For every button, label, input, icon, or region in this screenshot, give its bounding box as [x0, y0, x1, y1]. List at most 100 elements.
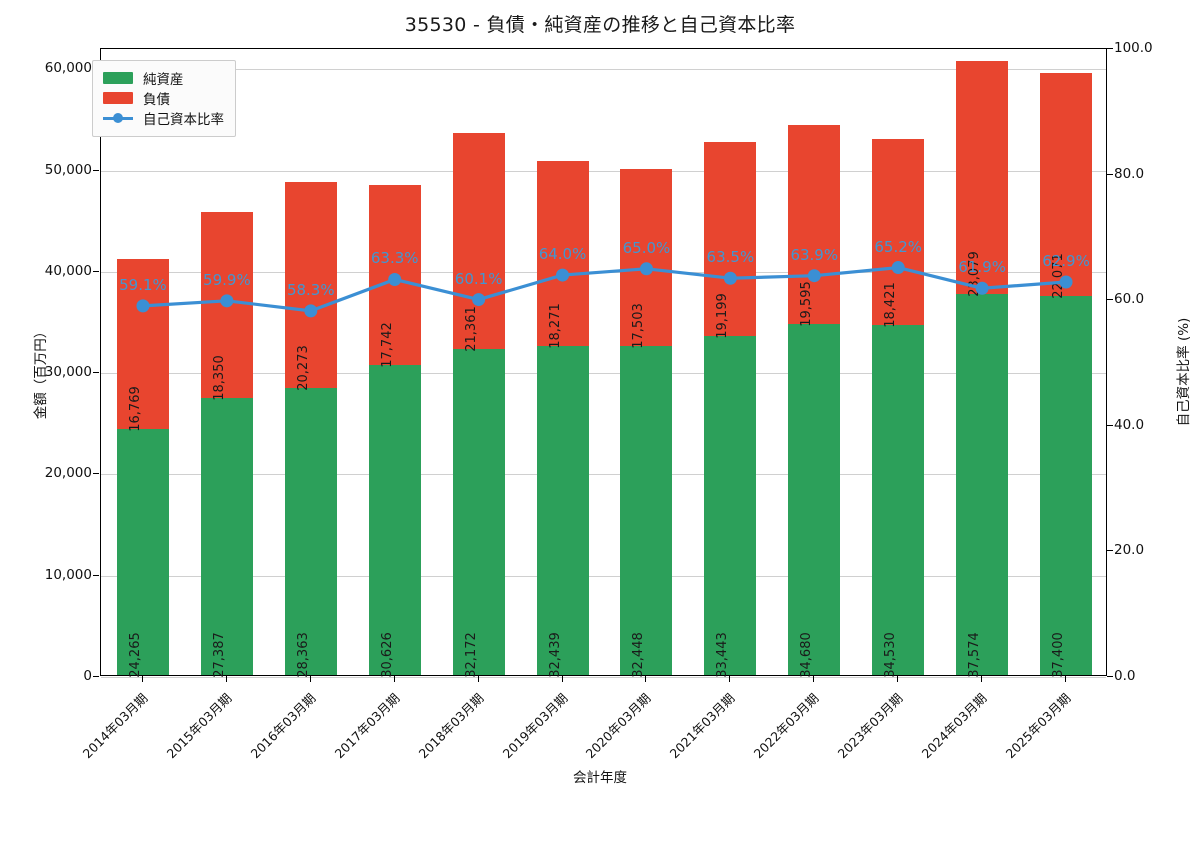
bar-segment-liabilities[interactable]: 18,271 [536, 161, 589, 349]
bar-group[interactable]: 37,574 23,079 [956, 47, 1009, 678]
equity-ratio-marker[interactable] [388, 272, 402, 286]
equity-ratio-value-label: 63.5% [706, 248, 755, 267]
bar-segment-liabilities[interactable]: 19,199 [704, 141, 757, 339]
y-axis-left-tickmark [93, 574, 99, 576]
equity-ratio-value-label: 62.9% [1042, 251, 1090, 270]
bar-segment-liabilities[interactable]: 23,079 [956, 60, 1009, 297]
x-axis-tickmark [1065, 676, 1067, 682]
y-axis-left-tick: 60,000 [44, 60, 92, 77]
bar-segment-equity[interactable]: 34,680 [788, 323, 841, 678]
x-axis-tickmark [645, 676, 647, 682]
equity-ratio-marker[interactable] [639, 262, 653, 276]
bar-segment-equity[interactable]: 32,172 [452, 349, 505, 678]
bar-segment-equity[interactable]: 30,626 [368, 364, 421, 678]
y-axis-left-tick: 50,000 [44, 161, 92, 178]
y-axis-right-tickmark [1107, 173, 1113, 175]
equity-ratio-marker[interactable] [136, 299, 150, 313]
equity-ratio-marker[interactable] [891, 261, 905, 275]
equity-ratio-marker[interactable] [220, 294, 234, 308]
bar-group[interactable]: 32,439 18,271 [536, 47, 589, 678]
x-axis-tickmark [897, 676, 899, 682]
gridline [101, 575, 1106, 577]
y-axis-left-tickmark [93, 676, 99, 677]
legend-label-equity: 純資産 [143, 72, 184, 88]
equity-ratio-value-label: 63.9% [790, 245, 839, 264]
x-axis-tickmark [477, 676, 479, 682]
x-axis-tickmark [813, 676, 815, 682]
bar-segment-equity[interactable]: 32,439 [536, 346, 589, 678]
bar-group[interactable]: 34,530 18,421 [872, 47, 925, 678]
bar-segment-equity[interactable]: 24,265 [116, 429, 169, 678]
gridline [101, 474, 1106, 476]
bar-segment-equity[interactable]: 28,363 [284, 387, 337, 678]
y-axis-left-tickmark [93, 270, 99, 272]
equity-ratio-value-label: 59.9% [203, 270, 251, 289]
gridline [101, 69, 1106, 71]
bar-segment-liabilities[interactable]: 21,361 [452, 132, 505, 352]
y-axis-right-tickmark [1107, 48, 1113, 49]
x-axis-tickmark [141, 676, 143, 682]
bar-group[interactable]: 34,680 19,595 [788, 47, 841, 678]
bar-segment-liabilities[interactable]: 19,595 [788, 125, 841, 326]
legend-swatch-equity-ratio [103, 112, 133, 124]
y-axis-right-tick: 100.0 [1114, 40, 1153, 56]
plot-area: 24,265 16,769 27,387 18,350 28,363 20,273 30,6… [100, 47, 1107, 678]
bar-group[interactable]: 28,363 20,273 [284, 47, 337, 678]
equity-ratio-value-label: 61.9% [958, 258, 1006, 277]
equity-ratio-value-label: 60.1% [454, 269, 503, 288]
equity-ratio-value-label: 63.3% [370, 249, 419, 268]
bar-group[interactable]: 32,172 21,361 [452, 47, 505, 678]
bar-segment-liabilities[interactable]: 17,503 [620, 169, 673, 349]
bar-group[interactable]: 24,265 16,769 [116, 47, 169, 678]
y-axis-right-tick: 0.0 [1114, 668, 1136, 684]
y-axis-left-tick: 30,000 [44, 364, 92, 381]
bar-segment-liabilities[interactable]: 16,769 [116, 259, 169, 432]
x-axis-label: 会計年度 [573, 770, 627, 786]
equity-ratio-value-label: 59.1% [119, 275, 167, 294]
bar-segment-liabilities[interactable]: 20,273 [284, 182, 337, 390]
bar-group[interactable]: 33,443 19,199 [704, 47, 757, 678]
bar-segment-liabilities[interactable]: 22,071 [1040, 72, 1093, 299]
legend-item-equity[interactable]: 純資産 [103, 68, 224, 88]
y-axis-left-tickmark [93, 372, 99, 374]
equity-ratio-marker[interactable] [472, 293, 486, 307]
equity-ratio-marker[interactable] [304, 304, 318, 318]
equity-ratio-marker[interactable] [556, 268, 570, 282]
bar-segment-equity[interactable]: 33,443 [704, 336, 757, 678]
gridline [101, 170, 1106, 172]
equity-ratio-marker[interactable] [807, 269, 821, 283]
equity-ratio-polyline [142, 265, 1067, 313]
bar-segment-equity[interactable]: 32,448 [620, 346, 673, 678]
equity-ratio-marker[interactable] [975, 281, 989, 295]
bar-segment-equity[interactable]: 34,530 [872, 325, 925, 678]
legend-item-liabilities[interactable]: 負債 [103, 88, 224, 108]
bar-group[interactable]: 37,400 22,071 [1040, 47, 1093, 678]
equity-ratio-value-label: 65.2% [874, 237, 923, 256]
bar-segment-equity[interactable]: 37,574 [956, 294, 1009, 678]
equity-ratio-marker[interactable] [1059, 275, 1073, 289]
x-axis-tickmark [981, 676, 983, 682]
bar-group[interactable]: 32,448 17,503 [620, 47, 673, 678]
chart-title: 35530 - 負債・純資産の推移と自己資本比率 [404, 14, 796, 36]
y-axis-right-tickmark [1107, 676, 1113, 677]
x-axis-tickmark [561, 676, 563, 682]
equity-ratio-marker[interactable] [723, 271, 737, 285]
legend-item-equity-ratio[interactable]: 自己資本比率 [103, 108, 224, 128]
chart-container: 35530 - 負債・純資産の推移と自己資本比率 金額（百万円） 自己資本比率 … [33, 14, 1192, 786]
x-axis-tickmark [729, 676, 731, 682]
bar-segment-equity[interactable]: 37,400 [1040, 296, 1093, 678]
bar-segment-liabilities[interactable]: 18,421 [872, 138, 925, 328]
equity-ratio-line [136, 261, 1073, 318]
x-axis-tickmark [393, 676, 395, 682]
y-axis-right-tickmark [1107, 299, 1113, 301]
y-axis-right-tickmark [1107, 550, 1113, 552]
y-axis-left-tick: 0 [83, 668, 92, 684]
y-axis-right-tickmark [1107, 424, 1113, 426]
equity-ratio-value-label: 65.0% [622, 238, 671, 257]
bar-segment-equity[interactable]: 27,387 [200, 397, 253, 678]
y-axis-left-tick: 20,000 [44, 465, 92, 482]
x-axis-tickmark [225, 676, 227, 682]
x-axis-tickmark [309, 676, 311, 682]
y-axis-left-tick: 10,000 [44, 566, 92, 583]
y-axis-left-tickmark [93, 169, 99, 171]
